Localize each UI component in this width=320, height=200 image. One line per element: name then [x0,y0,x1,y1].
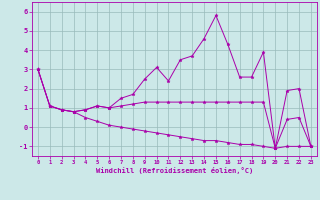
X-axis label: Windchill (Refroidissement éolien,°C): Windchill (Refroidissement éolien,°C) [96,167,253,174]
